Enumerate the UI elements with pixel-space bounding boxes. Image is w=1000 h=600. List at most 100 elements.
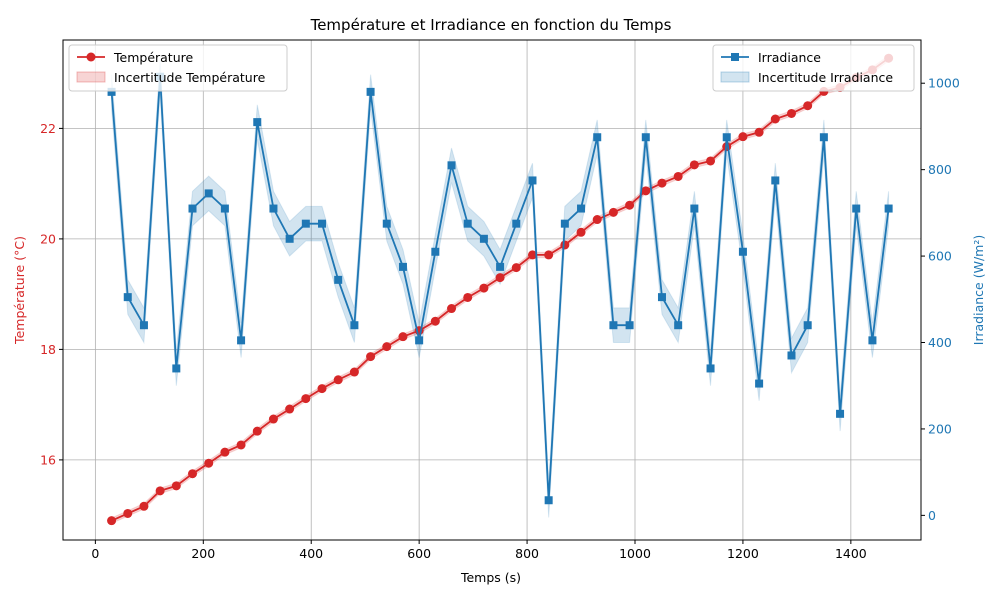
temperature-point <box>803 101 813 111</box>
right-y-tick-label: 0 <box>928 508 936 523</box>
irradiance-point <box>819 133 828 142</box>
temperature-point <box>689 160 699 170</box>
irradiance-point <box>463 219 472 228</box>
irradiance-point <box>852 204 861 213</box>
left-y-tick-label: 20 <box>40 231 56 246</box>
irradiance-point <box>577 204 586 213</box>
x-tick-label: 800 <box>515 546 539 561</box>
irradiance-line <box>110 76 890 501</box>
irradiance-point <box>593 133 602 142</box>
x-tick-label: 1200 <box>727 546 759 561</box>
temperature-point <box>706 156 716 166</box>
temperature-band-legend-swatch <box>76 71 106 83</box>
irradiance-point <box>139 321 148 330</box>
temperature-legend-label: Température <box>113 50 193 65</box>
irradiance-point <box>771 176 780 185</box>
temperature-point <box>560 240 570 250</box>
irradiance-point <box>544 496 553 505</box>
irradiance-point <box>674 321 683 330</box>
temperature-point <box>544 250 554 260</box>
irradiance-point <box>609 321 618 330</box>
temperature-point <box>285 404 295 414</box>
temperature-point <box>447 304 457 314</box>
temperature-point <box>220 447 230 457</box>
left-y-tick-label: 16 <box>40 452 56 467</box>
legend-temperature: Température Incertitude Température <box>68 44 288 92</box>
irradiance-legend-marker <box>731 53 739 61</box>
irradiance-point <box>415 336 424 345</box>
temperature-point <box>155 486 165 496</box>
temperature-point <box>236 440 246 450</box>
temperature-point <box>317 384 327 394</box>
irradiance-point <box>447 161 456 170</box>
irradiance-point <box>220 204 229 213</box>
irradiance-point <box>641 133 650 142</box>
irradiance-point <box>237 336 246 345</box>
irradiance-point <box>755 379 764 388</box>
temperature-point <box>511 263 521 273</box>
right-y-tick-label: 200 <box>928 421 952 436</box>
x-tick-label: 1000 <box>619 546 651 561</box>
irradiance-band-legend-label: Incertitude Irradiance <box>758 70 893 85</box>
irradiance-point <box>690 204 699 213</box>
irradiance-point <box>269 204 278 213</box>
irradiance-point <box>706 364 715 373</box>
temperature-point <box>463 292 473 302</box>
x-tick-label: 0 <box>91 546 99 561</box>
irradiance-point <box>204 189 213 198</box>
x-axis: 0 200 400 600 800 1000 1200 1400 <box>91 540 867 561</box>
temperature-point <box>673 171 683 181</box>
irradiance-point <box>528 176 537 185</box>
irradiance-point <box>301 219 310 228</box>
legend-irradiance: Irradiance Incertitude Irradiance <box>712 44 915 92</box>
right-y-axis-title: Irradiance (W/m²) <box>971 235 986 345</box>
irradiance-band-legend-swatch <box>720 71 750 83</box>
temperature-point <box>204 458 214 468</box>
irradiance-point <box>366 87 375 96</box>
irradiance-point <box>285 234 294 243</box>
x-tick-label: 1400 <box>835 546 867 561</box>
temperature-point <box>657 178 667 188</box>
temperature-point <box>576 227 586 237</box>
irradiance-point <box>868 336 877 345</box>
chart-title: Température et Irradiance en fonction du… <box>310 16 672 34</box>
temperature-point <box>608 207 618 217</box>
left-y-axis: 16 18 20 22 <box>40 121 63 467</box>
irradiance-point <box>382 219 391 228</box>
temperature-legend-marker <box>86 52 96 62</box>
temperature-point <box>527 250 537 260</box>
irradiance-uncertainty-band <box>111 59 890 518</box>
temperature-point <box>188 469 198 479</box>
irradiance-point <box>350 321 359 330</box>
irradiance-point <box>398 262 407 271</box>
temperature-point <box>382 342 392 352</box>
irradiance-legend-label: Irradiance <box>758 50 821 65</box>
left-y-tick-label: 18 <box>40 342 56 357</box>
irradiance-point <box>657 293 666 302</box>
irradiance-point <box>722 133 731 142</box>
grid-layer <box>63 40 921 540</box>
irradiance-point <box>123 293 132 302</box>
irradiance-point <box>884 204 893 213</box>
temperature-point <box>641 186 651 196</box>
right-y-axis: 0 200 400 600 800 1000 <box>921 76 960 523</box>
series-layer <box>107 53 894 526</box>
legend-temperature-box <box>68 44 288 92</box>
temperature-point <box>430 316 440 326</box>
temperature-point <box>349 367 359 377</box>
irradiance-point <box>512 219 521 228</box>
temperature-band-legend-label: Incertitude Température <box>114 70 266 85</box>
temperature-point <box>123 508 133 518</box>
temperature-point <box>754 127 764 137</box>
right-y-tick-label: 600 <box>928 249 952 264</box>
x-tick-label: 400 <box>299 546 323 561</box>
right-y-tick-label: 1000 <box>928 76 960 91</box>
temperature-point <box>171 481 181 491</box>
right-y-tick-label: 400 <box>928 335 952 350</box>
temperature-point <box>301 394 311 404</box>
irradiance-point <box>803 321 812 330</box>
temperature-point <box>252 426 262 436</box>
left-y-axis-title: Température (°C) <box>12 236 27 345</box>
irradiance-point <box>836 409 845 418</box>
